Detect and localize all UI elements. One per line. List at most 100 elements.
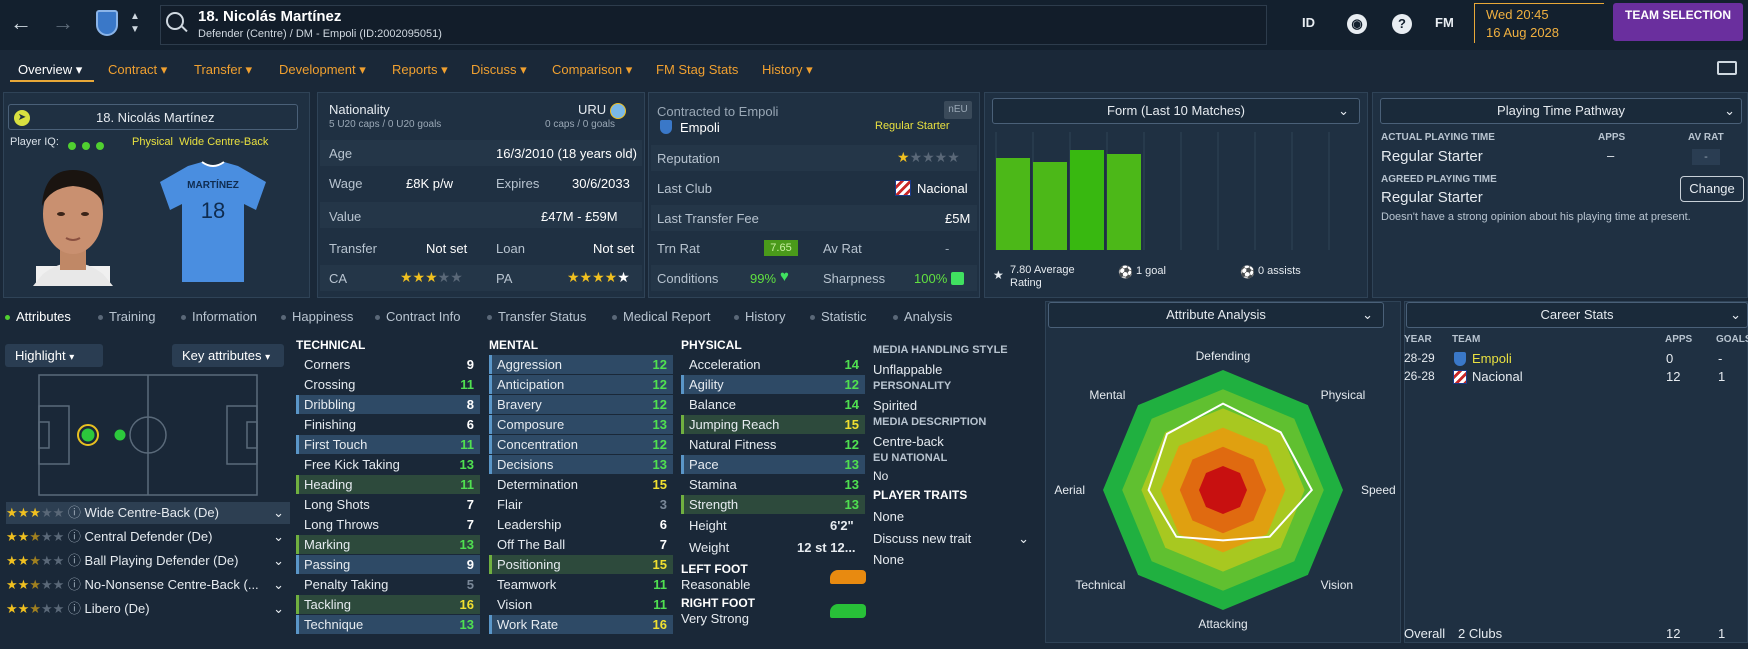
subtab-analysis[interactable]: Analysis xyxy=(893,309,952,324)
attribute-row[interactable]: Anticipation 12 xyxy=(489,375,673,394)
form-dropdown[interactable]: Form (Last 10 Matches) ⌄ xyxy=(992,98,1360,124)
player-switch-arrows[interactable]: ▲ ▼ xyxy=(130,11,140,35)
career-row[interactable]: 28-29 Empoli 0 - xyxy=(1404,351,1748,369)
right-foot-value: Very Strong xyxy=(681,611,749,626)
player-status-icon[interactable]: ➤ xyxy=(14,110,30,126)
team-selection-button[interactable]: TEAM SELECTION xyxy=(1613,3,1743,41)
role-row[interactable]: ★★★★★ ⓘ Wide Centre-Back (De) ⌄ xyxy=(6,502,290,524)
club-crest-icon[interactable] xyxy=(96,10,118,36)
career-row[interactable]: 26-28 Nacional 12 1 xyxy=(1404,369,1748,387)
attribute-row[interactable]: Passing 9 xyxy=(296,555,480,574)
attribute-row[interactable]: Marking 13 xyxy=(296,535,480,554)
attribute-row[interactable]: Jumping Reach 15 xyxy=(681,415,865,434)
tab-fm-stag-stats[interactable]: FM Stag Stats xyxy=(656,62,738,77)
expires-label: Expires xyxy=(496,176,540,191)
id-button[interactable]: ID xyxy=(1302,15,1315,30)
attribute-row[interactable]: Corners 9 xyxy=(296,355,480,374)
search-icon[interactable] xyxy=(166,12,184,30)
attribute-row[interactable]: Pace 13 xyxy=(681,455,865,474)
role-row[interactable]: ★★★★★ ⓘ Libero (De) ⌄ xyxy=(6,598,290,620)
contracted-label: Contracted to Empoli xyxy=(657,104,779,119)
subtab-history[interactable]: History xyxy=(734,309,785,324)
attribute-row[interactable]: Crossing 11 xyxy=(296,375,480,394)
tab-transfer[interactable]: Transfer ▾ xyxy=(194,62,253,77)
attribute-name: Penalty Taking xyxy=(304,577,389,592)
attribute-row[interactable]: Tackling 16 xyxy=(296,595,480,614)
help-icon[interactable]: ? xyxy=(1392,14,1412,34)
attribute-row[interactable]: Work Rate 16 xyxy=(489,615,673,634)
career-dropdown[interactable]: Career Stats ⌄ xyxy=(1406,302,1748,328)
role-row[interactable]: ★★★★★ ⓘ Central Defender (De) ⌄ xyxy=(6,526,290,548)
back-arrow-icon[interactable]: ← xyxy=(10,10,32,35)
subtab-information[interactable]: Information xyxy=(181,309,257,324)
attribute-row[interactable]: Determination 15 xyxy=(489,475,673,494)
form-bar[interactable] xyxy=(1107,154,1141,250)
tab-discuss[interactable]: Discuss ▾ xyxy=(471,62,527,77)
highlight-dropdown[interactable]: Highlight ▾ xyxy=(5,344,103,367)
attribute-row[interactable]: Leadership 6 xyxy=(489,515,673,534)
tab-contract[interactable]: Contract ▾ xyxy=(108,62,168,77)
caps-u20: 5 U20 caps / 0 U20 goals xyxy=(329,119,441,130)
attribute-row[interactable]: Long Shots 7 xyxy=(296,495,480,514)
attribute-row[interactable]: Balance 14 xyxy=(681,395,865,414)
brain-icon[interactable]: ◉ xyxy=(1347,14,1367,34)
forward-arrow-icon[interactable]: → xyxy=(52,10,74,35)
attribute-row[interactable]: Concentration 12 xyxy=(489,435,673,454)
subtab-transfer-status[interactable]: Transfer Status xyxy=(487,309,586,324)
pathway-dropdown[interactable]: Playing Time Pathway ⌄ xyxy=(1380,98,1742,124)
attribute-row[interactable]: Positioning 15 xyxy=(489,555,673,574)
attribute-row[interactable]: Finishing 6 xyxy=(296,415,480,434)
attribute-row[interactable]: Teamwork 11 xyxy=(489,575,673,594)
attribute-row[interactable]: Penalty Taking 5 xyxy=(296,575,480,594)
attribute-row[interactable]: Off The Ball 7 xyxy=(489,535,673,554)
attribute-row[interactable]: Free Kick Taking 13 xyxy=(296,455,480,474)
form-bar[interactable] xyxy=(1070,150,1104,250)
attribute-row[interactable]: Agility 12 xyxy=(681,375,865,394)
form-title: Form (Last 10 Matches) xyxy=(1107,103,1245,118)
tab-comparison[interactable]: Comparison ▾ xyxy=(552,62,633,77)
attribute-value: 12 xyxy=(652,437,667,452)
attribute-row[interactable]: Flair 3 xyxy=(489,495,673,514)
form-bar[interactable] xyxy=(996,158,1030,250)
last-club-value[interactable]: Nacional xyxy=(917,181,968,196)
tab-overview[interactable]: Overview ▾ xyxy=(18,62,83,77)
discuss-trait-dropdown[interactable]: Discuss new trait ⌄ xyxy=(873,531,1033,546)
attribute-row[interactable]: Strength 13 xyxy=(681,495,865,514)
attribute-row[interactable]: Acceleration 14 xyxy=(681,355,865,374)
attribute-row[interactable]: Vision 11 xyxy=(489,595,673,614)
subtab-attributes[interactable]: Attributes xyxy=(5,309,71,324)
attribute-row[interactable]: Bravery 12 xyxy=(489,395,673,414)
technical-header: TECHNICAL xyxy=(296,338,366,352)
attribute-row[interactable]: Decisions 13 xyxy=(489,455,673,474)
monitor-icon[interactable] xyxy=(1717,61,1737,75)
key-attributes-dropdown[interactable]: Key attributes ▾ xyxy=(172,344,284,367)
tab-development[interactable]: Development ▾ xyxy=(279,62,366,77)
attribute-row[interactable]: Composure 13 xyxy=(489,415,673,434)
subtab-training[interactable]: Training xyxy=(98,309,155,324)
subtab-medical-report[interactable]: Medical Report xyxy=(612,309,710,324)
attribute-row[interactable]: Stamina 13 xyxy=(681,475,865,494)
form-bar[interactable] xyxy=(1033,162,1067,250)
role-row[interactable]: ★★★★★ ⓘ Ball Playing Defender (De) ⌄ xyxy=(6,550,290,572)
change-button[interactable]: Change xyxy=(1680,176,1744,202)
date-box[interactable] xyxy=(1474,3,1604,43)
contract-club[interactable]: Empoli xyxy=(680,120,720,135)
attribute-row[interactable]: Aggression 12 xyxy=(489,355,673,374)
subtab-happiness[interactable]: Happiness xyxy=(281,309,353,324)
attribute-row[interactable]: Heading 11 xyxy=(296,475,480,494)
attribute-row[interactable]: Natural Fitness 12 xyxy=(681,435,865,454)
media-handling-label: MEDIA HANDLING STYLE xyxy=(873,344,1008,356)
tab-reports[interactable]: Reports ▾ xyxy=(392,62,448,77)
attribute-row[interactable]: Dribbling 8 xyxy=(296,395,480,414)
analysis-dropdown[interactable]: Attribute Analysis ⌄ xyxy=(1048,302,1384,328)
attribute-row[interactable]: Technique 13 xyxy=(296,615,480,634)
attribute-row[interactable]: Long Throws 7 xyxy=(296,515,480,534)
subtab-contract-info[interactable]: Contract Info xyxy=(375,309,460,324)
search-bar[interactable] xyxy=(160,5,1267,45)
boot-icon: ⚽ xyxy=(1240,265,1255,279)
subtab-statistic[interactable]: Statistic xyxy=(810,309,867,324)
role-row[interactable]: ★★★★★ ⓘ No-Nonsense Centre-Back (... ⌄ xyxy=(6,574,290,596)
fm-button[interactable]: FM xyxy=(1435,15,1454,30)
attribute-row[interactable]: First Touch 11 xyxy=(296,435,480,454)
tab-history[interactable]: History ▾ xyxy=(762,62,813,77)
